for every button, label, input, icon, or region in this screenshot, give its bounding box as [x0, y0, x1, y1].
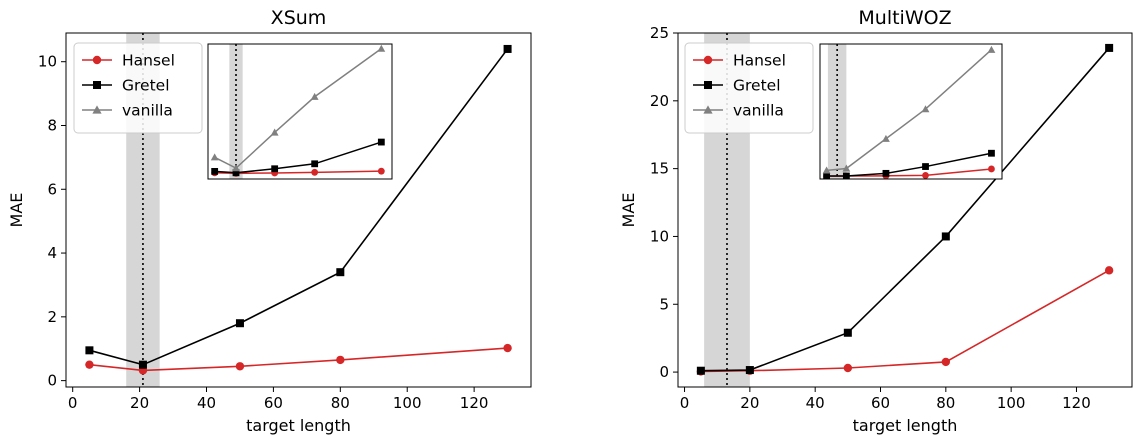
chart-title-multiwoz: MultiWOZ: [858, 7, 951, 29]
legend: Hansel Gretel vanilla: [73, 42, 203, 134]
data-point-gretel: [85, 346, 94, 355]
x-tick-label: 60: [264, 394, 283, 412]
legend-label: Gretel: [122, 77, 170, 95]
inset-data-point-hansel: [922, 172, 929, 179]
data-point-hansel: [941, 357, 951, 367]
data-point-gretel: [696, 366, 705, 375]
y-tick-label: 8: [47, 116, 57, 134]
inset-data-point-gretel: [211, 167, 219, 175]
x-tick-label: 100: [997, 394, 1026, 412]
inset-chart: [207, 43, 393, 180]
inset-data-point-gretel: [311, 160, 319, 168]
data-point-gretel: [503, 44, 512, 53]
inset-data-point-vanilla: [842, 164, 851, 172]
y-tick-label: 6: [47, 180, 57, 198]
y-tick-label: 4: [47, 244, 57, 262]
inset-data-point-gretel: [377, 138, 385, 146]
data-point-gretel: [138, 360, 147, 369]
legend-marker: [92, 105, 102, 114]
x-tick-label: 0: [68, 394, 78, 412]
x-tick-label: 120: [1062, 394, 1091, 412]
data-point-hansel: [336, 355, 345, 365]
y-axis-label: MAE: [7, 193, 26, 228]
inset-data-point-vanilla: [377, 44, 386, 52]
x-axis-label: target length: [853, 416, 958, 435]
y-tick-label: 2: [47, 308, 57, 326]
inset-frame: [819, 43, 1003, 180]
inset-shaded-region: [827, 44, 847, 179]
y-tick-label: 25: [650, 24, 669, 42]
x-tick-label: 60: [871, 394, 890, 412]
inset-frame: [207, 43, 393, 180]
inset-data-point-hansel: [988, 165, 995, 173]
legend-label: vanilla: [122, 102, 173, 120]
x-tick-label: 40: [197, 394, 216, 412]
y-tick-label: 15: [650, 160, 669, 178]
y-tick-label: 20: [650, 92, 669, 110]
inset-data-point-gretel: [842, 172, 850, 180]
data-point-hansel: [503, 343, 512, 353]
legend-label: Gretel: [733, 77, 781, 95]
x-tick-label: 20: [740, 394, 759, 412]
data-point-gretel: [235, 319, 244, 328]
x-tick-label: 40: [806, 394, 825, 412]
inset-data-point-hansel: [311, 168, 319, 176]
data-point-gretel: [336, 268, 345, 277]
inset-data-point-vanilla: [822, 166, 831, 174]
inset-chart: [819, 43, 1003, 180]
y-tick-label: 10: [38, 53, 57, 71]
y-tick-label: 10: [650, 227, 669, 245]
data-point-gretel: [745, 366, 754, 375]
inset-data-point-vanilla: [882, 134, 890, 142]
inset-data-point-gretel: [882, 169, 890, 177]
inset-shaded-region: [229, 44, 243, 179]
legend: Hansel Gretel vanilla: [684, 42, 814, 134]
x-axis-label: target length: [246, 416, 351, 435]
inset-data-point-gretel: [823, 172, 830, 180]
axes-frame: [677, 32, 1133, 388]
x-tick-label: 100: [393, 394, 422, 412]
legend-marker: [703, 55, 713, 65]
x-tick-label: 20: [130, 394, 149, 412]
chart-panel: XSum 0 20 40 60 80 100 120 0 2 4 6 8 10 target length M…: [7, 7, 532, 435]
inset-data-point-gretel: [988, 149, 995, 157]
inset-data-point-vanilla: [987, 45, 996, 53]
y-tick-label: 0: [47, 372, 57, 390]
chart-panel: MultiWOZ 0 20 40 60 80 100 120 0 5 10 15 20 25 target …: [619, 7, 1133, 435]
inset-data-point-vanilla: [310, 92, 319, 100]
data-point-gretel: [1105, 43, 1114, 52]
inset-data-point-vanilla: [270, 128, 279, 136]
inset-data-point-gretel: [271, 165, 279, 173]
data-point-hansel: [235, 362, 245, 371]
y-tick-label: 5: [659, 295, 669, 313]
y-tick-label: 0: [659, 363, 669, 381]
x-tick-label: 120: [460, 394, 489, 412]
legend-label: vanilla: [733, 102, 784, 120]
legend-marker: [704, 81, 712, 89]
data-point-hansel: [843, 363, 853, 373]
inset-data-point-hansel: [377, 167, 385, 175]
data-point-gretel: [941, 232, 950, 241]
axes-frame: [65, 32, 532, 388]
legend-marker: [703, 105, 713, 114]
x-tick-label: 0: [680, 394, 690, 412]
data-point-hansel: [1104, 266, 1114, 275]
legend-marker: [92, 55, 102, 65]
x-tick-label: 80: [936, 394, 955, 412]
inset-data-point-gretel: [232, 169, 240, 177]
data-point-gretel: [843, 328, 852, 337]
inset-data-point-gretel: [922, 163, 929, 170]
y-axis-label: MAE: [619, 193, 638, 228]
legend-label: Hansel: [733, 52, 786, 70]
inset-data-point-vanilla: [232, 164, 240, 172]
legend-marker: [93, 81, 101, 89]
chart-title-xsum: XSum: [271, 7, 327, 29]
inset-data-point-vanilla: [210, 153, 219, 161]
x-tick-label: 80: [331, 394, 350, 412]
legend-label: Hansel: [122, 52, 175, 70]
inset-data-point-vanilla: [921, 105, 930, 113]
data-point-hansel: [85, 360, 94, 369]
series-line-hansel: [700, 269, 1110, 373]
